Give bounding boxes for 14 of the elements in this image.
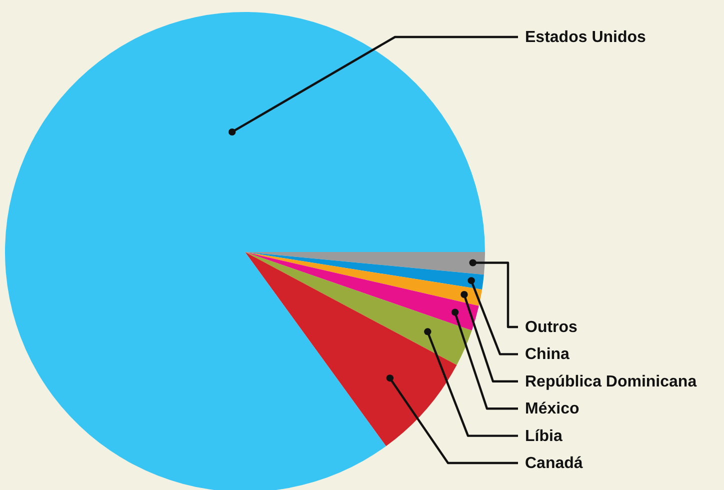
pie-slice [245,252,484,290]
pie-slice [245,252,485,275]
slice-label: China [525,346,570,364]
pie-slice [245,252,472,365]
pie-slice [245,252,457,446]
slice-label: México [525,400,580,418]
pie-slice [245,252,482,306]
pie-slice [245,252,479,330]
pie-slice [5,12,485,490]
slice-label: República Dominicana [525,373,697,390]
slice-label: Líbia [525,428,562,445]
slice-label: Estados Unidos [525,29,646,46]
slice-label: Outros [525,319,578,336]
slice-label: Canadá [525,455,583,472]
